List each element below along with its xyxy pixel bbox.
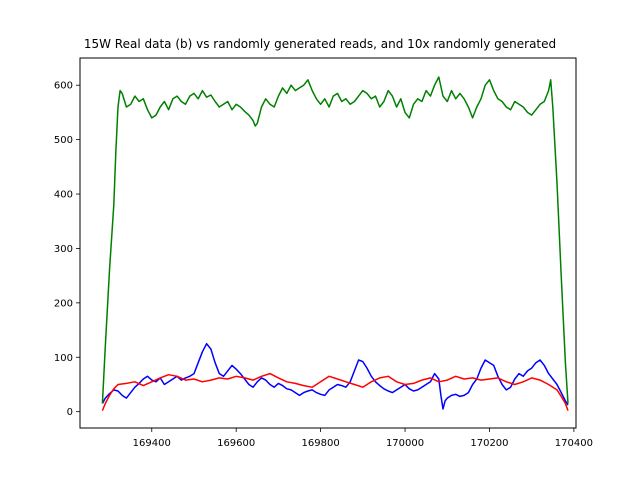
y-axis: 0 100 200 300 400 500 600 bbox=[54, 81, 80, 418]
y-tick-label: 400 bbox=[54, 190, 73, 201]
y-tick-label: 0 bbox=[67, 407, 73, 418]
series-line-2 bbox=[101, 372, 569, 411]
plot-area bbox=[101, 76, 569, 411]
plot-frame bbox=[79, 57, 577, 429]
x-tick-label: 170000 bbox=[386, 438, 424, 449]
y-tick-label: 500 bbox=[54, 135, 73, 146]
y-tick-label: 200 bbox=[54, 298, 73, 309]
x-tick-label: 169400 bbox=[133, 438, 171, 449]
x-tick-label: 170200 bbox=[470, 438, 508, 449]
y-tick-label: 300 bbox=[54, 244, 73, 255]
series-line-1 bbox=[101, 342, 569, 410]
chart-title: 15W Real data (b) vs randomly generated … bbox=[84, 37, 556, 51]
x-axis: 169400 169600 169800 170000 170200 170400 bbox=[133, 428, 593, 449]
y-tick-label: 600 bbox=[54, 81, 73, 92]
y-tick-label: 100 bbox=[54, 353, 73, 364]
series-line-3 bbox=[101, 76, 569, 404]
x-tick-label: 169800 bbox=[302, 438, 340, 449]
x-tick-label: 170400 bbox=[555, 438, 593, 449]
x-tick-label: 169600 bbox=[217, 438, 255, 449]
